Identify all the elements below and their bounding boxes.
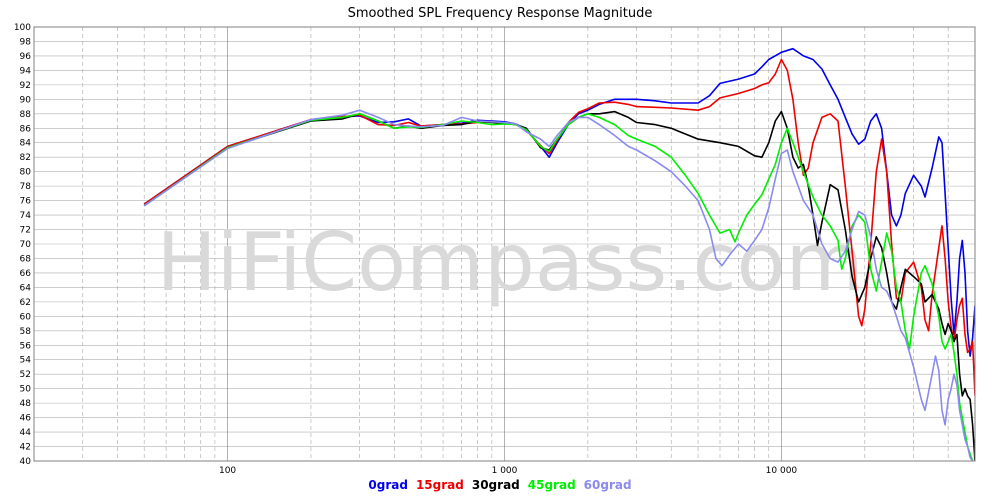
legend-item-45grad: 45grad [527,478,576,492]
y-tick-label: 86 [20,124,32,134]
y-tick-label: 74 [20,211,32,221]
x-tick-label: 10 000 [766,466,798,476]
legend: 0grad 15grad 30grad 45grad 60grad [0,478,1000,492]
y-tick-label: 52 [20,370,31,380]
y-tick-label: 76 [20,197,32,207]
plot-frame [33,26,976,462]
y-tick-label: 80 [20,168,32,178]
y-tick-label: 62 [20,298,31,308]
y-tick-label: 46 [20,414,32,424]
x-axis-ticks: 100 1 000 10 000 [219,466,797,476]
y-tick-label: 66 [20,269,32,279]
y-tick-label: 78 [20,182,32,192]
series-line-60grad [143,109,974,461]
y-tick-label: 42 [20,443,31,453]
y-tick-label: 70 [20,240,32,250]
y-tick-label: 54 [20,356,32,366]
y-tick-label: 48 [20,399,32,409]
y-tick-label: 58 [20,327,32,337]
legend-item-0grad: 0grad [368,478,408,492]
y-tick-label: 40 [20,457,32,467]
y-tick-label: 56 [20,341,32,351]
chart-title: Smoothed SPL Frequency Response Magnitud… [347,6,653,21]
y-tick-label: 60 [20,312,32,322]
y-tick-label: 98 [20,37,32,47]
series-layer [143,47,975,461]
y-tick-label: 96 [20,52,32,62]
y-tick-label: 72 [20,226,31,236]
legend-item-15grad: 15grad [415,478,464,492]
legend-item-30grad: 30grad [471,478,520,492]
y-tick-label: 92 [20,81,31,91]
y-axis-ticks: 40 42 44 46 48 50 52 54 56 58 60 62 64 66 68 70 72 74 76 78… [14,23,31,467]
y-tick-label: 50 [20,385,32,395]
series-line-0grad [143,47,975,357]
x-tick-label: 100 [219,466,236,476]
grid [33,26,976,462]
y-tick-label: 84 [20,139,32,149]
y-tick-label: 90 [20,95,32,105]
y-tick-label: 88 [20,110,32,120]
y-tick-label: 82 [20,153,31,163]
y-tick-label: 100 [14,23,31,33]
y-tick-label: 44 [20,428,32,438]
watermark-text: HiFiCompass.com [157,216,864,309]
series-line-45grad [143,113,974,461]
x-tick-label: 1 000 [492,466,518,476]
y-tick-label: 94 [20,66,32,76]
y-tick-label: 68 [20,254,32,264]
y-tick-label: 64 [20,283,32,293]
legend-item-60grad: 60grad [583,478,632,492]
